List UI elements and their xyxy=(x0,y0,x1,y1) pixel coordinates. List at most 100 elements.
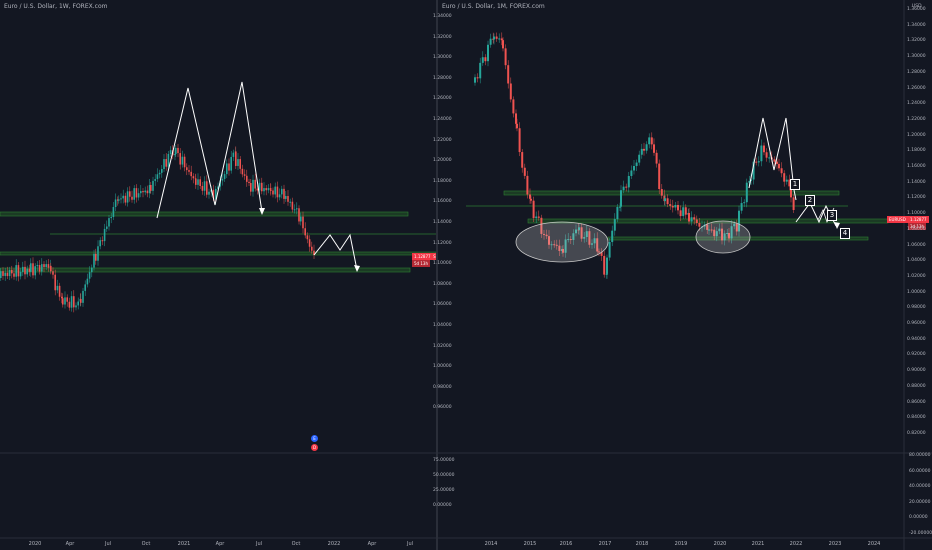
candle xyxy=(228,163,230,171)
candle xyxy=(613,219,616,231)
candle xyxy=(122,195,124,199)
candle xyxy=(112,207,115,218)
candle xyxy=(58,285,61,297)
candle xyxy=(780,168,783,174)
candle xyxy=(6,272,9,277)
candle xyxy=(80,298,82,303)
candle xyxy=(308,239,311,247)
y-axis-tick: 1.14000 xyxy=(433,220,452,225)
candle xyxy=(715,231,718,237)
candle xyxy=(535,216,538,219)
right-symbol-tag: EURUSD xyxy=(887,216,908,223)
candle xyxy=(785,179,788,182)
candle xyxy=(500,38,503,41)
candle xyxy=(99,240,101,247)
indicator-axis-tick: 40.00000 xyxy=(909,484,931,489)
earnings-event-icon[interactable]: E xyxy=(311,435,318,442)
candle xyxy=(150,184,152,191)
y-axis-tick: 1.28000 xyxy=(433,75,452,81)
right-price-tag: 1.12877 xyxy=(908,216,929,223)
candle xyxy=(183,156,186,168)
indicator-axis-tick: 75.00000 xyxy=(433,458,455,463)
candle xyxy=(4,272,6,276)
candle xyxy=(516,123,518,129)
candle xyxy=(169,150,172,154)
candle xyxy=(481,57,484,63)
candle xyxy=(221,178,224,181)
candle xyxy=(792,197,795,210)
candle xyxy=(272,190,274,195)
candle xyxy=(476,77,479,79)
left-chart-pane[interactable]: Euro / U.S. Dollar, 1W, FOREX.com EURUSD… xyxy=(0,0,441,550)
candle xyxy=(192,176,195,179)
candle xyxy=(93,253,95,268)
candle xyxy=(103,228,106,242)
candle xyxy=(91,267,93,273)
candle xyxy=(118,199,120,201)
candle xyxy=(730,226,733,239)
candle xyxy=(718,228,721,232)
candle xyxy=(507,65,510,84)
step-1-label: 1 xyxy=(790,179,800,190)
y-axis-tick: 0.84000 xyxy=(907,415,926,421)
candle xyxy=(61,296,63,299)
candle xyxy=(278,194,281,198)
x-axis-tick: Apr xyxy=(65,541,75,547)
candle xyxy=(108,218,110,227)
y-axis-tick: 0.94000 xyxy=(907,336,926,342)
right-chart-pane[interactable]: Euro / U.S. Dollar, 1M, FOREX.com USD 1 … xyxy=(433,0,932,550)
dividend-event-icon[interactable]: D xyxy=(311,444,318,451)
y-axis-tick: 1.24000 xyxy=(433,117,452,122)
candle xyxy=(167,153,170,167)
candle xyxy=(555,244,558,246)
step-4-label: 4 xyxy=(840,228,850,239)
candle xyxy=(52,271,54,275)
candle xyxy=(17,265,20,277)
candle xyxy=(82,290,84,303)
y-axis-tick: 1.22000 xyxy=(433,137,452,143)
left-price-chart[interactable] xyxy=(0,0,436,550)
candle xyxy=(152,180,154,191)
right-chart-title: Euro / U.S. Dollar, 1M, FOREX.com xyxy=(442,3,545,10)
candle xyxy=(206,181,208,195)
candle xyxy=(493,36,495,40)
right-price-chart[interactable] xyxy=(438,0,932,550)
candle xyxy=(575,229,577,234)
x-axis-tick: Apr xyxy=(367,541,377,547)
x-axis-tick: Apr xyxy=(215,541,225,547)
candle xyxy=(256,188,259,191)
candle xyxy=(545,234,548,237)
pane-divider[interactable] xyxy=(436,0,438,550)
candle xyxy=(208,191,210,195)
candle xyxy=(682,207,685,217)
candle xyxy=(509,83,512,100)
left-price-tag: 1.12877 xyxy=(412,253,433,260)
candle xyxy=(655,152,658,164)
candle xyxy=(215,188,217,200)
x-axis-tick: Oct xyxy=(141,541,151,547)
y-axis-tick: 1.16000 xyxy=(433,199,452,205)
candle xyxy=(8,269,11,277)
y-axis-tick: 1.10000 xyxy=(433,261,452,267)
candle xyxy=(757,161,760,163)
candle xyxy=(223,174,226,179)
candle xyxy=(684,207,687,215)
candle xyxy=(600,252,603,256)
candle xyxy=(585,231,588,238)
support-zone-2 xyxy=(0,267,411,273)
candle xyxy=(34,266,36,276)
candle xyxy=(161,169,163,173)
double-top-drawing xyxy=(748,117,795,191)
candle xyxy=(529,194,531,199)
candle xyxy=(70,296,73,308)
candle xyxy=(291,201,294,210)
candle xyxy=(515,113,517,124)
y-axis-tick: 1.32000 xyxy=(907,38,926,44)
candle xyxy=(142,191,144,193)
candle xyxy=(64,297,66,305)
y-axis-tick: 1.18000 xyxy=(433,178,452,184)
right-candles xyxy=(474,32,795,279)
candle xyxy=(73,296,75,308)
candle xyxy=(721,228,723,241)
indicator-axis-tick: 25.00000 xyxy=(433,488,455,493)
